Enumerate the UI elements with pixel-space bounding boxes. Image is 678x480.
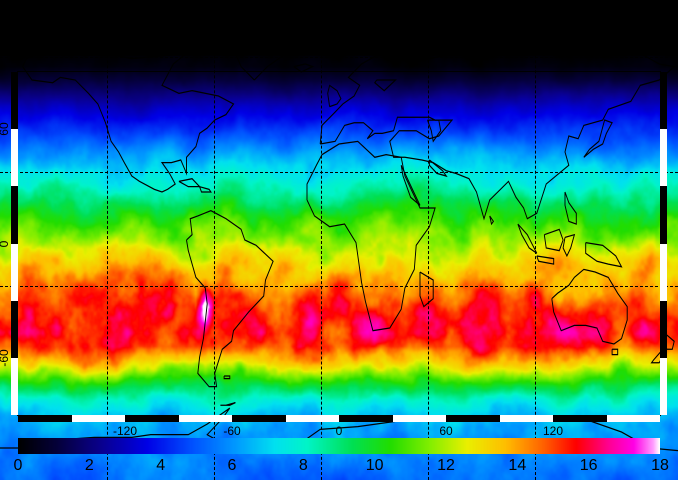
x-axis-tick-label: -60 xyxy=(223,424,241,438)
y-axis-tick-label: 60 xyxy=(0,122,11,136)
tick-segment xyxy=(660,243,667,301)
y-axis-tick-label: -60 xyxy=(0,349,11,367)
gridline-latitude xyxy=(0,57,678,59)
tick-segment xyxy=(285,415,339,422)
coastline-path xyxy=(427,119,442,143)
colorbar-tick-label: 2 xyxy=(84,457,94,474)
y-axis-tickbar-right xyxy=(660,72,667,415)
colorbar-tick-label: 0 xyxy=(13,457,23,474)
gridline-longitude xyxy=(535,0,536,480)
colorbar-tick-label: 12 xyxy=(437,457,455,474)
coastline-path xyxy=(536,255,555,265)
tick-segment xyxy=(11,243,18,301)
coastline-path xyxy=(564,191,577,225)
y-axis-tickbar-left xyxy=(11,72,18,415)
coastline-path xyxy=(327,84,342,108)
coastline-path xyxy=(293,63,315,73)
x-axis-tick-label: 0 xyxy=(335,424,343,438)
coastline-path xyxy=(585,242,623,268)
x-axis-tickbar-bottom xyxy=(18,415,660,422)
gridline-longitude xyxy=(321,0,322,480)
tick-segment xyxy=(660,357,667,415)
colorbar-tick-label: 14 xyxy=(508,457,527,474)
colorbar-tick-label: 6 xyxy=(227,457,237,474)
coastline-path xyxy=(374,79,397,92)
coastline-path xyxy=(306,140,436,332)
gridline-longitude xyxy=(428,0,429,480)
coastline-path xyxy=(209,17,302,81)
colorbar-tick-label: 16 xyxy=(579,457,598,474)
tick-segment xyxy=(392,415,446,422)
x-axis-tick-label: 120 xyxy=(542,424,564,438)
gridline-longitude xyxy=(107,0,108,480)
coastline-path xyxy=(543,228,564,252)
coastline-path xyxy=(186,209,274,388)
tick-segment xyxy=(71,415,125,422)
tick-segment xyxy=(606,415,660,422)
x-axis-tick-label: 60 xyxy=(439,424,453,438)
gridline-latitude xyxy=(0,171,678,173)
colorbar-tick-label: 4 xyxy=(156,457,166,474)
tick-segment xyxy=(11,129,18,187)
plot-frame xyxy=(17,71,661,416)
x-axis-tick-label: -120 xyxy=(112,424,138,438)
tick-segment xyxy=(499,415,553,422)
tick-segment xyxy=(178,415,232,422)
colorbar-tick-label: 10 xyxy=(365,457,384,474)
coastline-path xyxy=(583,119,613,158)
coastline-path xyxy=(489,215,495,226)
coastline-path xyxy=(428,159,448,178)
coastline-path xyxy=(400,164,421,206)
colorbar-tick-label: 8 xyxy=(298,457,308,474)
gridline-latitude xyxy=(0,285,678,287)
y-axis-tick-label: 0 xyxy=(0,224,11,264)
coastline-path xyxy=(517,223,538,254)
coastline-path xyxy=(199,186,212,193)
coastline-overlay xyxy=(0,17,678,452)
gridline-longitude xyxy=(214,0,215,480)
colorbar-tick-label: 18 xyxy=(651,457,669,474)
coastline-path xyxy=(551,268,628,345)
coastline-path xyxy=(562,233,576,258)
colorbar xyxy=(18,438,660,454)
tick-segment xyxy=(11,357,18,415)
coastline-path xyxy=(22,50,235,193)
coastline-path xyxy=(319,31,676,221)
tick-segment xyxy=(660,129,667,187)
